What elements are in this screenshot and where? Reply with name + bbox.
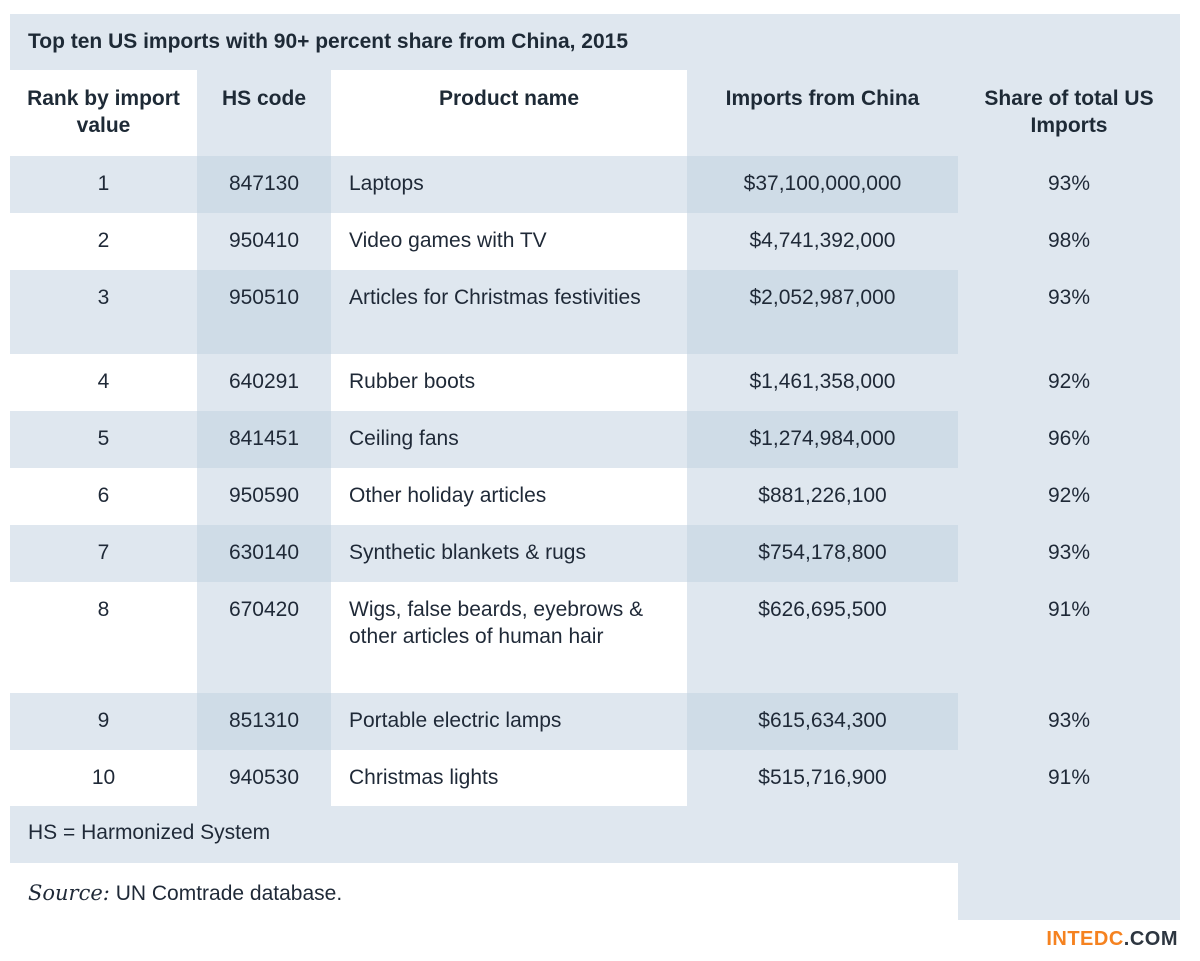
source-line: Source: UN Comtrade database. <box>28 881 342 906</box>
cell-product-name: Synthetic blankets & rugs <box>349 541 586 564</box>
row-overlap-shade <box>197 156 331 213</box>
cell-hs-code: 670420 <box>228 598 300 621</box>
header-product-name: Product name <box>438 87 580 110</box>
cell-imports: $615,634,300 <box>758 709 887 732</box>
cell-product-name: Other holiday articles <box>349 484 547 507</box>
row-overlap-shade <box>197 270 331 354</box>
cell-share: 93% <box>1047 709 1091 732</box>
logo-part2: .COM <box>1123 928 1178 950</box>
source-text: UN Comtrade database. <box>115 882 343 905</box>
cell-imports: $754,178,800 <box>758 541 887 564</box>
footnote-bar: HS = Harmonized System <box>10 806 958 863</box>
cell-product-name: Rubber boots <box>349 370 476 393</box>
table-row: 9 851310 Portable electric lamps $615,634,3… <box>10 693 1180 750</box>
table-row: 5 841451 Ceiling fans $1,274,984,000 96% <box>10 411 1180 468</box>
cell-rank: 3 <box>97 286 110 309</box>
row-overlap-shade <box>197 525 331 582</box>
cell-rank: 7 <box>97 541 110 564</box>
row-stripe <box>10 270 1180 354</box>
cell-hs-code: 841451 <box>228 427 300 450</box>
header-row: Rank by import value HS code Product nam… <box>10 70 1180 156</box>
cell-rank: 4 <box>97 370 110 393</box>
cell-hs-code: 950510 <box>228 286 300 309</box>
footnote: HS = Harmonized System <box>28 821 271 844</box>
cell-imports: $2,052,987,000 <box>749 286 896 309</box>
cell-product-name: Portable electric lamps <box>349 709 562 732</box>
table-row: 10 940530 Christmas lights $515,716,900 91% <box>10 750 1180 807</box>
cell-share: 93% <box>1047 172 1091 195</box>
cell-product-name: Ceiling fans <box>349 427 459 450</box>
cell-product-name: Christmas lights <box>349 766 499 789</box>
cell-share: 98% <box>1047 229 1091 252</box>
cell-imports: $1,274,984,000 <box>749 427 896 450</box>
cell-rank: 2 <box>97 229 110 252</box>
row-overlap-shade <box>687 156 958 213</box>
cell-product-name: Articles for Christmas festivities <box>349 286 641 309</box>
source-label: Source: <box>28 881 110 905</box>
cell-rank: 9 <box>97 709 110 732</box>
table-row: 6 950590 Other holiday articles $881,226,10… <box>10 468 1180 525</box>
cell-share: 93% <box>1047 286 1091 309</box>
header-share: Share of total US Imports <box>984 87 1154 137</box>
table-row: 7 630140 Synthetic blankets & rugs $754,178… <box>10 525 1180 582</box>
table-row: 3 950510 Articles for Christmas festivitie… <box>10 270 1180 354</box>
table-row: 8 670420 Wigs, false beards, eyebrows & ot… <box>10 582 1180 693</box>
table-title: Top ten US imports with 90+ percent shar… <box>28 30 629 53</box>
cell-share: 92% <box>1047 484 1091 507</box>
title-bar: Top ten US imports with 90+ percent shar… <box>10 14 1180 70</box>
cell-share: 91% <box>1047 598 1091 621</box>
cell-share: 96% <box>1047 427 1091 450</box>
row-overlap-shade <box>687 525 958 582</box>
cell-rank: 10 <box>91 766 116 789</box>
cell-product-name: Laptops <box>349 172 424 195</box>
cell-hs-code: 950410 <box>228 229 300 252</box>
cell-hs-code: 630140 <box>228 541 300 564</box>
cell-imports: $515,716,900 <box>758 766 887 789</box>
cell-rank: 6 <box>97 484 110 507</box>
table-row: 1 847130 Laptops $37,100,000,000 93% <box>10 156 1180 213</box>
table-row: 2 950410 Video games with TV $4,741,392,000… <box>10 213 1180 270</box>
header-rank: Rank by import value <box>27 87 180 137</box>
cell-share: 91% <box>1047 766 1091 789</box>
header-hs-code: HS code <box>221 87 307 110</box>
cell-product-name: Video games with TV <box>349 229 547 252</box>
cell-imports: $4,741,392,000 <box>749 229 896 252</box>
row-overlap-shade <box>687 270 958 354</box>
cell-imports: $37,100,000,000 <box>743 172 902 195</box>
row-overlap-shade <box>197 693 331 750</box>
cell-hs-code: 851310 <box>228 709 300 732</box>
cell-rank: 1 <box>97 172 110 195</box>
row-overlap-shade <box>687 411 958 468</box>
cell-share: 93% <box>1047 541 1091 564</box>
cell-share: 92% <box>1047 370 1091 393</box>
logo-part1: INTEDC <box>1046 928 1124 950</box>
cell-hs-code: 640291 <box>228 370 300 393</box>
cell-product-name: Wigs, false beards, eyebrows & other art… <box>349 598 644 648</box>
cell-rank: 5 <box>97 427 110 450</box>
cell-hs-code: 940530 <box>228 766 300 789</box>
header-imports: Imports from China <box>725 87 920 110</box>
site-logo: INTEDC.COM <box>1046 928 1178 951</box>
table-row: 4 640291 Rubber boots $1,461,358,000 92% <box>10 354 1180 411</box>
cell-imports: $626,695,500 <box>758 598 887 621</box>
cell-imports: $881,226,100 <box>758 484 887 507</box>
row-overlap-shade <box>687 693 958 750</box>
cell-imports: $1,461,358,000 <box>749 370 896 393</box>
cell-rank: 8 <box>97 598 110 621</box>
table-body: 1 847130 Laptops $37,100,000,000 93% 2 950410 V… <box>10 156 1180 807</box>
row-overlap-shade <box>197 411 331 468</box>
cell-hs-code: 950590 <box>228 484 300 507</box>
cell-hs-code: 847130 <box>228 172 300 195</box>
